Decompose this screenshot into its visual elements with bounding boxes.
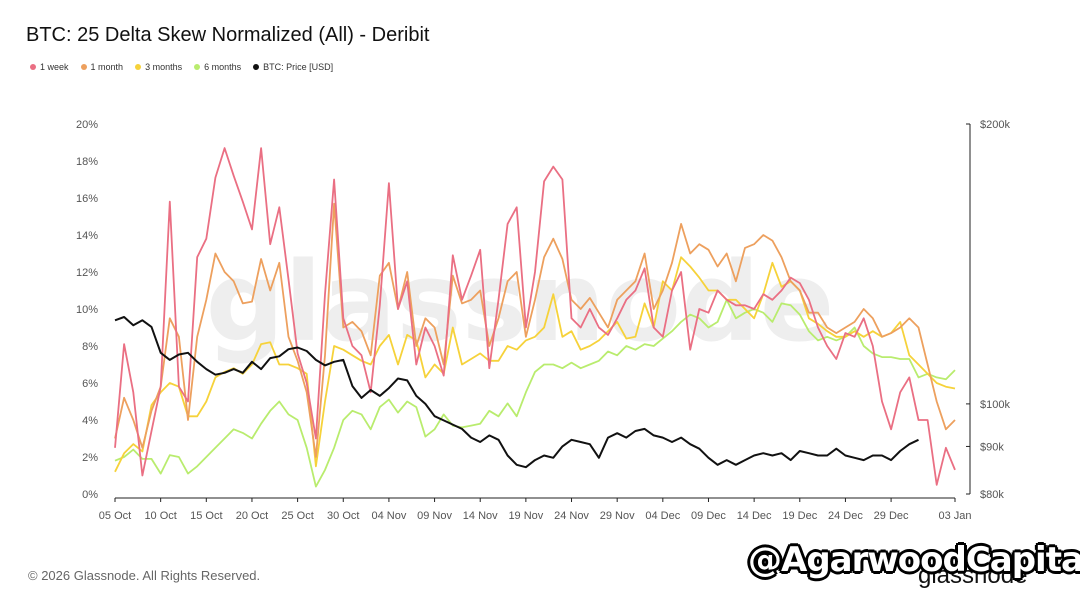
- series-line-price[interactable]: [114, 316, 919, 469]
- x-tick-label: 09 Dec: [691, 510, 726, 522]
- y-left-tick-label: 16%: [76, 193, 98, 205]
- glassnode-logo: glassnode: [918, 562, 1028, 589]
- x-tick-label: 29 Dec: [874, 510, 909, 522]
- x-tick-label: 20 Oct: [236, 510, 268, 522]
- legend-label-3-months: 3 months: [145, 62, 183, 72]
- x-tick-label: 09 Nov: [417, 510, 452, 522]
- x-tick-label: 04 Nov: [371, 510, 406, 522]
- series-line-1w[interactable]: [114, 147, 956, 486]
- x-tick-label: 29 Nov: [600, 510, 635, 522]
- y-right-tick-label: $80k: [980, 489, 1004, 501]
- x-tick-label: 14 Dec: [737, 510, 772, 522]
- y-left-tick-label: 12%: [76, 267, 98, 279]
- series-line-3m[interactable]: [114, 256, 956, 473]
- series-layer: [114, 147, 956, 488]
- y-left-tick-label: 14%: [76, 230, 98, 242]
- x-tick-label: 04 Dec: [645, 510, 680, 522]
- x-axis: 05 Oct 10 Oct 15 Oct 20 Oct 25 Oct 30 Oct 04 N…: [99, 497, 972, 522]
- legend-swatch-6-months: [194, 64, 201, 70]
- chart-title: BTC: 25 Delta Skew Normalized (All) - De…: [26, 24, 430, 46]
- x-tick-label: 30 Oct: [327, 510, 359, 522]
- y-left-tick-label: 20%: [76, 119, 98, 131]
- legend-item-1-week[interactable]: 1 week: [30, 62, 69, 72]
- y-left-tick-label: 2%: [82, 452, 98, 464]
- series-line-6m[interactable]: [114, 298, 956, 488]
- x-tick-label: 25 Oct: [281, 510, 313, 522]
- x-tick-label: 19 Nov: [508, 510, 543, 522]
- y-left-tick-label: 0%: [82, 489, 98, 501]
- x-tick-label: 03 Jan: [938, 510, 971, 522]
- legend-label-6-months: 6 months: [204, 62, 242, 72]
- x-tick-label: 14 Nov: [463, 510, 498, 522]
- y-right-tick-label: $90k: [980, 441, 1004, 453]
- x-tick-label: 15 Oct: [190, 510, 222, 522]
- x-tick-label: 19 Dec: [782, 510, 817, 522]
- legend-swatch-1-week: [30, 64, 36, 70]
- legend-label-1-month: 1 month: [90, 62, 124, 72]
- x-tick-label: 10 Oct: [144, 510, 176, 522]
- series-line-1m[interactable]: [114, 202, 956, 458]
- y-left-tick-label: 10%: [76, 304, 98, 316]
- y-left-tick-label: 8%: [82, 341, 98, 353]
- y-right-axis: $80k $90k $100k $200k: [966, 119, 1010, 501]
- legend-label-1-week: 1 week: [40, 62, 69, 72]
- x-tick-label: 05 Oct: [99, 510, 131, 522]
- x-tick-label: 24 Nov: [554, 510, 589, 522]
- legend-swatch-1-month: [80, 64, 87, 70]
- y-left-tick-label: 6%: [82, 378, 98, 390]
- legend-item-6-months[interactable]: 6 months: [194, 62, 241, 72]
- legend: 1 week 1 month 3 months 6 months BTC: Pr…: [30, 62, 333, 72]
- agarwood-watermark: @AgarwoodCapital: [748, 540, 1080, 580]
- y-right-tick-label: $200k: [980, 119, 1010, 131]
- y-left-axis: 0% 2% 4% 6% 8% 10% 12% 14% 16% 18% 20%: [76, 119, 98, 501]
- legend-item-3-months[interactable]: 3 months: [135, 62, 182, 72]
- legend-item-1-month[interactable]: 1 month: [80, 62, 124, 72]
- legend-item-btc-price[interactable]: BTC: Price [USD]: [253, 62, 333, 72]
- legend-swatch-3-months: [135, 64, 142, 70]
- x-tick-label: 24 Dec: [828, 510, 863, 522]
- legend-label-btc-price: BTC: Price [USD]: [263, 62, 334, 72]
- y-left-tick-label: 4%: [82, 415, 98, 427]
- copyright-footer: © 2026 Glassnode. All Rights Reserved.: [28, 568, 261, 583]
- y-right-tick-label: $100k: [980, 399, 1010, 411]
- y-left-tick-label: 18%: [76, 156, 98, 168]
- legend-swatch-btc-price: [253, 64, 260, 70]
